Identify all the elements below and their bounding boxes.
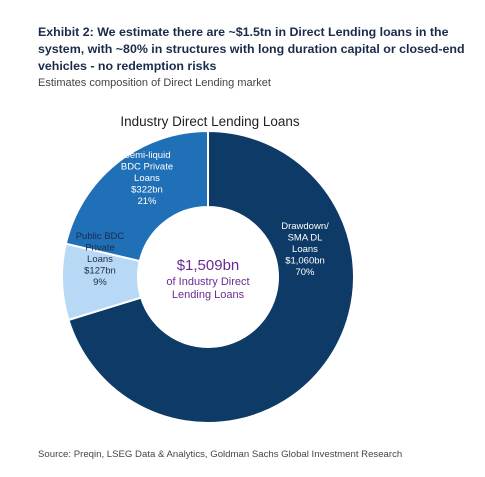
exhibit-subtitle: Estimates composition of Direct Lending … <box>38 77 271 89</box>
slice-public-bdc-label-line: Public BDC <box>76 231 125 242</box>
slice-semi-liquid-bdc-label-line: 21% <box>137 196 157 207</box>
slice-drawdown-sma-label-line: SMA DL <box>288 232 323 243</box>
center-sub-line-2: Lending Loans <box>172 289 245 301</box>
slice-public-bdc-label-line: 9% <box>93 277 107 288</box>
slice-semi-liquid-bdc-label-line: $322bn <box>131 185 163 196</box>
slice-drawdown-sma <box>67 129 355 424</box>
slice-semi-liquid-bdc <box>64 129 209 263</box>
slice-drawdown-sma-label-line: Loans <box>292 244 318 255</box>
exhibit-title: Exhibit 2: We estimate there are ~$1.5tn… <box>38 25 465 73</box>
slice-semi-liquid-bdc-label-line: Loans <box>134 173 160 184</box>
donut-center-label: $1,509bn of Industry Direct Lending Loan… <box>166 257 249 301</box>
slice-public-bdc-label-line: Private <box>85 242 115 253</box>
center-total-value: $1,509bn <box>177 257 240 274</box>
slice-drawdown-sma-label-line: 70% <box>295 267 315 278</box>
chart-title: Industry Direct Lending Loans <box>120 114 300 129</box>
center-sub-line-1: of Industry Direct <box>166 276 249 288</box>
slice-public-bdc-label-line: Loans <box>87 254 113 265</box>
source-note: Source: Preqin, LSEG Data & Analytics, G… <box>38 449 403 460</box>
donut-slices <box>61 129 355 424</box>
slice-public-bdc-label-line: $127bn <box>84 266 116 277</box>
slice-drawdown-sma-label-line: Drawdown/ <box>281 221 329 232</box>
slice-semi-liquid-bdc-label-line: BDC Private <box>121 161 173 172</box>
slice-semi-liquid-bdc-label-line: Semi-liquid <box>124 150 171 161</box>
slice-drawdown-sma-label-line: $1,060bn <box>285 256 325 267</box>
